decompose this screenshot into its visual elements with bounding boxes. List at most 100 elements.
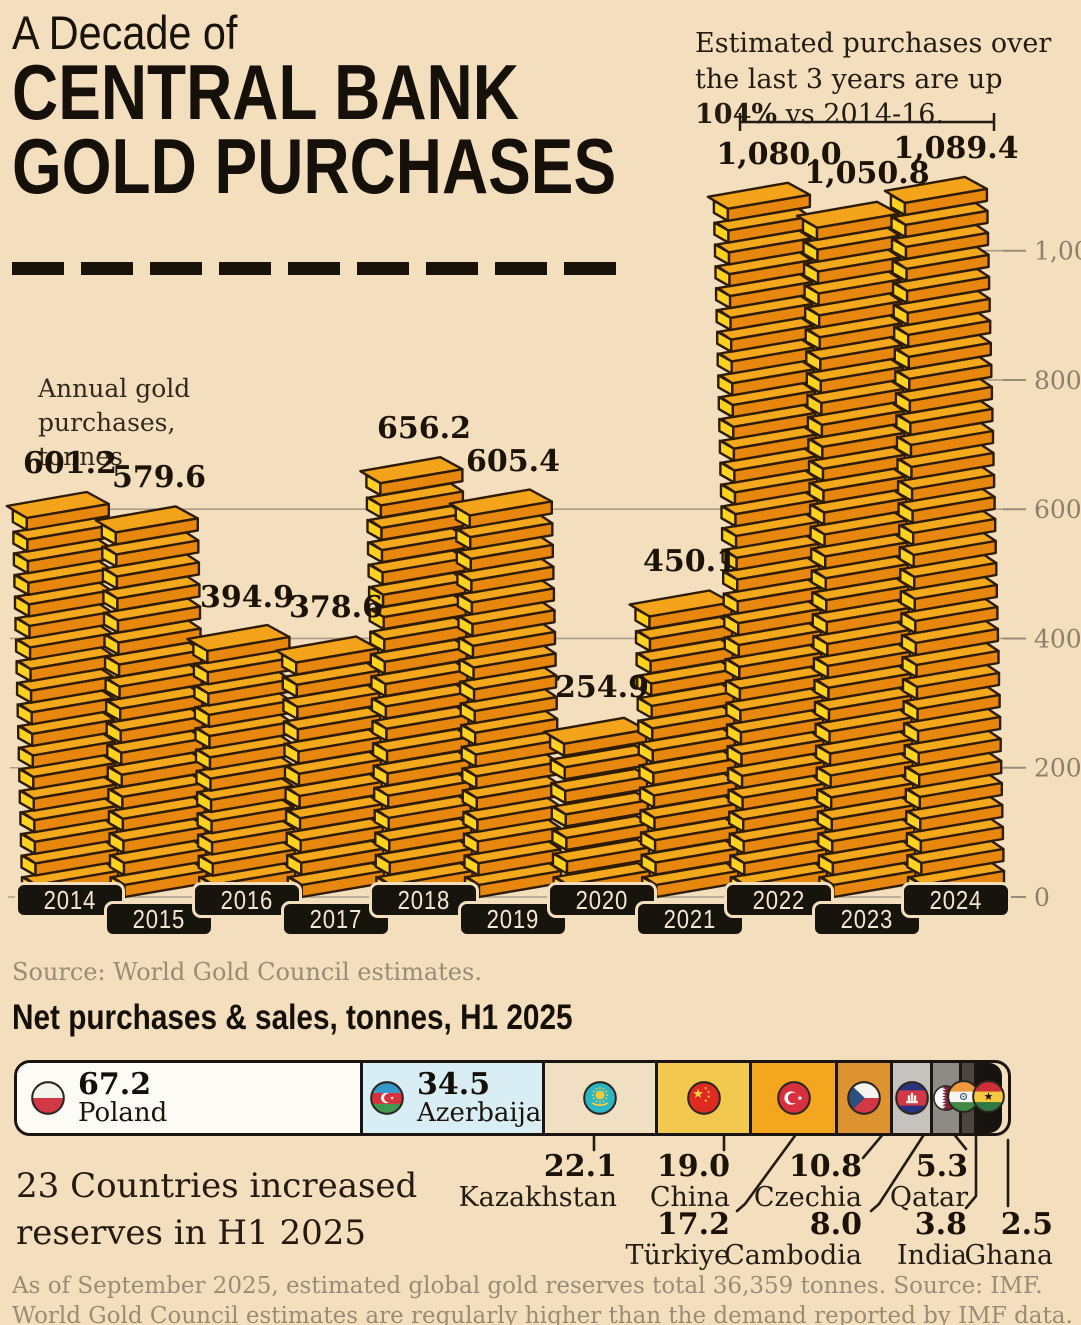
country-segment-china bbox=[655, 1063, 749, 1133]
axis-tick-label-200: 200 bbox=[1034, 754, 1081, 783]
country-label-india: 3.8 India bbox=[737, 1207, 967, 1272]
country-value-China: 19.0 bbox=[656, 1149, 730, 1184]
country-label-czechia: 10.8 Czechia bbox=[632, 1149, 862, 1214]
country-name-Kazakhstan: Kazakhstan bbox=[458, 1182, 617, 1213]
ghana-flag bbox=[972, 1080, 1005, 1113]
bar-value-2020: 254.9 bbox=[555, 670, 649, 705]
country-value-Kazakhstan: 22.1 bbox=[543, 1149, 617, 1184]
bar-2022 bbox=[706, 181, 828, 899]
poland-flag-wrap bbox=[31, 1081, 65, 1115]
bar-value-2019: 605.4 bbox=[466, 444, 560, 479]
chart-annotation: Estimated purchases over the last 3 year… bbox=[695, 26, 1077, 133]
country-label-cambodia: 8.0 Cambodia bbox=[632, 1207, 862, 1272]
country-segment-türkiye bbox=[749, 1063, 835, 1133]
axis-tick-label-800: 800 bbox=[1034, 366, 1081, 395]
country-label-qatar: 5.3 Qatar bbox=[738, 1149, 968, 1214]
bar-2023 bbox=[795, 200, 917, 899]
cambodia-flag bbox=[894, 1081, 929, 1115]
azerbaijan-flag-wrap bbox=[370, 1081, 404, 1115]
country-name-Czechia: Czechia bbox=[753, 1182, 862, 1213]
annotation-text-post: vs 2014-16. bbox=[777, 99, 945, 131]
czechia-flag bbox=[847, 1081, 881, 1115]
country-label-türkiye: 17.2 Türkiye bbox=[500, 1207, 730, 1272]
bar-value-2021: 450.1 bbox=[643, 544, 737, 579]
page-title: A Decade of CENTRAL BANK GOLD PURCHASES bbox=[12, 6, 749, 211]
bar-value-2018: 656.2 bbox=[377, 411, 471, 446]
axis-tick-label-1000: 1,000 bbox=[1034, 237, 1081, 266]
china-flag bbox=[686, 1081, 721, 1115]
leader-line-cambodia bbox=[869, 1131, 927, 1213]
kazakhstan-flag bbox=[583, 1081, 617, 1115]
footnote-line2: World Gold Council estimates are regular… bbox=[12, 1302, 1073, 1325]
leader-line-india bbox=[964, 1135, 978, 1210]
annotation-text-bold: 104% bbox=[695, 99, 778, 131]
country-value-Türkiye: 17.2 bbox=[656, 1207, 730, 1242]
country-segment-poland: 67.2 Poland bbox=[17, 1063, 360, 1133]
bar-value-2015: 579.6 bbox=[112, 460, 206, 495]
azerbaijan-flag bbox=[370, 1081, 404, 1115]
year-chip-2021: 2021 bbox=[635, 901, 745, 937]
country-label-china: 19.0 China bbox=[500, 1149, 730, 1214]
country-label-ghana: 2.5 Ghana bbox=[823, 1207, 1053, 1272]
country-name-Cambodia: Cambodia bbox=[724, 1240, 862, 1271]
footnote-line1: As of September 2025, estimated global g… bbox=[12, 1273, 1043, 1299]
year-chip-2022: 2022 bbox=[724, 882, 834, 918]
annotation-text-pre: Estimated purchases over the last 3 year… bbox=[695, 28, 1052, 95]
country-proportional-bar: 67.2 Poland 34.5 Azerbaijan bbox=[14, 1060, 1011, 1136]
bar-value-2017: 378.6 bbox=[289, 590, 383, 625]
turkiye-flag bbox=[776, 1081, 811, 1115]
bar-2024 bbox=[883, 175, 1006, 899]
bar-2019 bbox=[448, 488, 563, 899]
country-name-Qatar: Qatar bbox=[889, 1182, 968, 1213]
y-axis-title: Annual gold purchases, tonnes bbox=[38, 374, 191, 471]
countries-note: 23 Countries increased reserves in H1 20… bbox=[16, 1163, 417, 1257]
country-value-India: 3.8 bbox=[914, 1207, 967, 1242]
bar-value-2023: 1,050.8 bbox=[804, 156, 930, 191]
country-value-Cambodia: 8.0 bbox=[809, 1207, 862, 1242]
axis-tick-label-400: 400 bbox=[1034, 624, 1081, 653]
country-name-Poland: Poland bbox=[78, 1098, 168, 1129]
title-line-gold-purchases: GOLD PURCHASES bbox=[12, 122, 617, 211]
title-dashed-underline bbox=[12, 262, 618, 275]
country-segment-czechia bbox=[835, 1063, 890, 1133]
year-chip-2017: 2017 bbox=[281, 901, 391, 937]
bar-value-2016: 394.9 bbox=[200, 580, 294, 615]
year-chip-2018: 2018 bbox=[369, 882, 479, 918]
axis-tick-label-0: 0 bbox=[1034, 883, 1050, 912]
countries-note-line2: reserves in H1 2025 bbox=[16, 1212, 366, 1253]
footnote: As of September 2025, estimated global g… bbox=[12, 1272, 1073, 1325]
axis-tick-label-600: 600 bbox=[1034, 495, 1081, 524]
country-value-Qatar: 5.3 bbox=[915, 1149, 968, 1184]
section-heading: Net purchases & sales, tonnes, H1 2025 bbox=[12, 998, 573, 1037]
country-segment-kazakhstan bbox=[542, 1063, 655, 1133]
bracket-last-3-years bbox=[738, 113, 996, 131]
year-chip-2019: 2019 bbox=[458, 901, 568, 937]
country-label-kazakhstan: 22.1 Kazakhstan bbox=[387, 1149, 617, 1214]
poland-flag bbox=[31, 1081, 65, 1115]
country-segment-azerbaijan: 34.5 Azerbaijan bbox=[360, 1063, 558, 1133]
country-segment-cambodia bbox=[890, 1063, 930, 1133]
bar-value-2024: 1,089.4 bbox=[893, 131, 1019, 166]
country-name-Azerbaijan: Azerbaijan bbox=[417, 1098, 559, 1129]
leader-line-czechia bbox=[861, 1131, 886, 1160]
country-name-India: India bbox=[896, 1240, 967, 1271]
country-value-Azerbaijan: 34.5 bbox=[417, 1066, 491, 1102]
country-value-Poland: 67.2 bbox=[78, 1066, 152, 1102]
leader-line-turkiye bbox=[735, 1131, 799, 1213]
country-name-Türkiye: Türkiye bbox=[625, 1240, 730, 1271]
country-name-Ghana: Ghana bbox=[964, 1240, 1053, 1271]
title-kicker: A Decade of bbox=[12, 6, 238, 59]
ghana-flag-holder bbox=[972, 1080, 1005, 1113]
country-name-China: China bbox=[649, 1182, 730, 1213]
bar-2020 bbox=[542, 716, 651, 899]
bar-value-2014: 601.2 bbox=[23, 446, 117, 481]
year-chip-2024: 2024 bbox=[901, 882, 1011, 918]
country-value-Czechia: 10.8 bbox=[788, 1149, 862, 1184]
chart-source: Source: World Gold Council estimates. bbox=[12, 958, 482, 986]
bar-value-2022: 1,080.0 bbox=[716, 137, 842, 172]
countries-note-line1: 23 Countries increased bbox=[16, 1166, 418, 1206]
title-line-central-bank: CENTRAL BANK bbox=[12, 48, 519, 137]
country-value-Ghana: 2.5 bbox=[1000, 1207, 1053, 1242]
